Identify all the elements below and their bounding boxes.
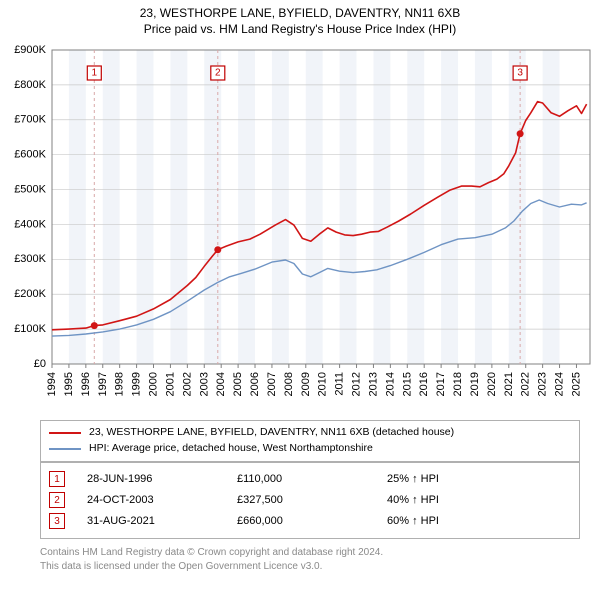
legend-swatch [49, 432, 81, 434]
svg-text:2014: 2014 [384, 372, 396, 396]
svg-text:2000: 2000 [148, 372, 160, 396]
legend-item: 23, WESTHORPE LANE, BYFIELD, DAVENTRY, N… [49, 425, 571, 441]
sale-row: 1 28-JUN-1996 £110,000 25% ↑ HPI [49, 469, 571, 490]
sale-pct: 40% ↑ HPI [387, 490, 439, 511]
svg-text:2004: 2004 [215, 372, 227, 396]
svg-text:£600K: £600K [14, 149, 46, 161]
sale-date: 24-OCT-2003 [87, 490, 237, 511]
title-line2: Price paid vs. HM Land Registry's House … [0, 22, 600, 36]
svg-text:£500K: £500K [14, 183, 46, 195]
chart-area: £0 £100K £200K £300K £400K £500K £600K £700K £80… [0, 44, 600, 414]
svg-text:2020: 2020 [486, 372, 498, 396]
svg-text:2001: 2001 [164, 372, 176, 396]
svg-text:2021: 2021 [503, 372, 515, 396]
svg-text:2011: 2011 [334, 372, 346, 396]
svg-text:2017: 2017 [435, 372, 447, 396]
svg-text:2018: 2018 [452, 372, 464, 396]
sale-marker-icon: 2 [49, 492, 65, 508]
legend-label: HPI: Average price, detached house, West… [89, 441, 373, 457]
svg-text:2012: 2012 [351, 372, 363, 396]
svg-text:2009: 2009 [300, 372, 312, 396]
svg-text:2005: 2005 [232, 372, 244, 396]
svg-text:2008: 2008 [283, 372, 295, 396]
chart-titles: 23, WESTHORPE LANE, BYFIELD, DAVENTRY, N… [0, 0, 600, 36]
svg-text:£800K: £800K [14, 79, 46, 91]
title-line1: 23, WESTHORPE LANE, BYFIELD, DAVENTRY, N… [0, 6, 600, 20]
svg-text:1995: 1995 [63, 372, 75, 396]
svg-text:2019: 2019 [469, 372, 481, 396]
svg-text:1996: 1996 [80, 372, 92, 396]
sales-table: 1 28-JUN-1996 £110,000 25% ↑ HPI 2 24-OC… [40, 462, 580, 539]
footer-attribution: Contains HM Land Registry data © Crown c… [40, 546, 580, 574]
sale-row: 3 31-AUG-2021 £660,000 60% ↑ HPI [49, 511, 571, 532]
svg-text:2: 2 [215, 68, 221, 79]
line-chart: £0 £100K £200K £300K £400K £500K £600K £700K £80… [0, 44, 600, 414]
sale-pct: 60% ↑ HPI [387, 511, 439, 532]
svg-text:£700K: £700K [14, 114, 46, 126]
legend-label: 23, WESTHORPE LANE, BYFIELD, DAVENTRY, N… [89, 425, 454, 441]
svg-text:1999: 1999 [131, 372, 143, 396]
svg-text:1997: 1997 [97, 372, 109, 396]
svg-text:2025: 2025 [570, 372, 582, 396]
svg-text:2015: 2015 [401, 372, 413, 396]
svg-text:£900K: £900K [14, 44, 46, 56]
sale-marker-icon: 1 [49, 471, 65, 487]
svg-text:£100K: £100K [14, 323, 46, 335]
svg-text:£200K: £200K [14, 288, 46, 300]
sale-date: 31-AUG-2021 [87, 511, 237, 532]
sale-pct: 25% ↑ HPI [387, 469, 439, 490]
footer-line2: This data is licensed under the Open Gov… [40, 560, 580, 574]
svg-text:1998: 1998 [114, 372, 126, 396]
svg-text:2010: 2010 [317, 372, 329, 396]
svg-text:2002: 2002 [181, 372, 193, 396]
footer-line1: Contains HM Land Registry data © Crown c… [40, 546, 580, 560]
sale-price: £660,000 [237, 511, 387, 532]
svg-text:1: 1 [92, 68, 98, 79]
legend-item: HPI: Average price, detached house, West… [49, 441, 571, 457]
sale-price: £110,000 [237, 469, 387, 490]
svg-text:2016: 2016 [418, 372, 430, 396]
svg-text:2007: 2007 [266, 372, 278, 396]
svg-text:2003: 2003 [198, 372, 210, 396]
svg-text:2024: 2024 [554, 372, 566, 396]
svg-text:2022: 2022 [520, 372, 532, 396]
sale-row: 2 24-OCT-2003 £327,500 40% ↑ HPI [49, 490, 571, 511]
sale-marker-icon: 3 [49, 513, 65, 529]
svg-text:£400K: £400K [14, 218, 46, 230]
svg-text:£300K: £300K [14, 253, 46, 265]
svg-text:£0: £0 [34, 358, 46, 370]
svg-text:2023: 2023 [537, 372, 549, 396]
sale-price: £327,500 [237, 490, 387, 511]
svg-text:2006: 2006 [249, 372, 261, 396]
legend: 23, WESTHORPE LANE, BYFIELD, DAVENTRY, N… [40, 420, 580, 462]
sale-date: 28-JUN-1996 [87, 469, 237, 490]
svg-text:1994: 1994 [46, 372, 58, 396]
svg-text:3: 3 [517, 68, 523, 79]
svg-text:2013: 2013 [367, 372, 379, 396]
legend-swatch [49, 448, 81, 450]
